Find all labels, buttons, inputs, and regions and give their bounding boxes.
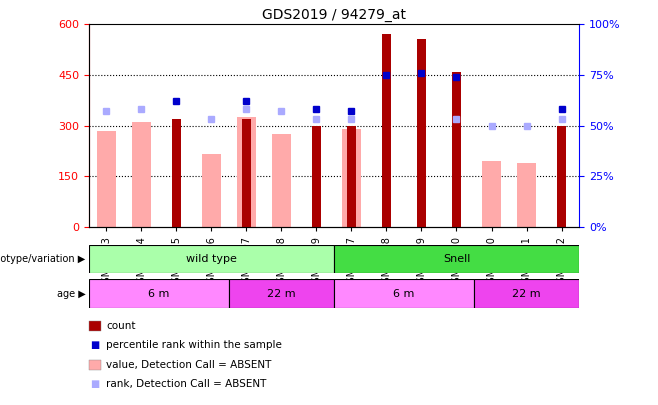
Bar [237,117,256,227]
Bar [482,161,501,227]
Bar [132,122,151,227]
Text: 22 m: 22 m [267,289,295,298]
Bar [382,34,391,227]
Bar [272,134,291,227]
Bar [474,279,579,308]
Title: GDS2019 / 94279_at: GDS2019 / 94279_at [262,8,406,22]
Bar [202,154,221,227]
Bar [312,126,321,227]
Text: count: count [106,321,136,331]
Bar [172,119,181,227]
Bar [242,119,251,227]
Text: rank, Detection Call = ABSENT: rank, Detection Call = ABSENT [106,379,266,389]
Text: 22 m: 22 m [512,289,541,298]
Text: genotype/variation ▶: genotype/variation ▶ [0,254,86,264]
Text: ■: ■ [90,379,99,389]
Text: age ▶: age ▶ [57,289,86,298]
Text: ■: ■ [90,341,99,350]
Bar [89,245,334,273]
Text: percentile rank within the sample: percentile rank within the sample [106,341,282,350]
Bar [347,126,356,227]
Bar [334,245,579,273]
Bar [557,126,566,227]
Text: 6 m: 6 m [393,289,415,298]
Bar [417,40,426,227]
Bar [89,279,229,308]
Bar [452,72,461,227]
Text: value, Detection Call = ABSENT: value, Detection Call = ABSENT [106,360,271,370]
Bar [342,129,361,227]
Text: Snell: Snell [443,254,470,264]
Bar [229,279,334,308]
Bar [97,130,116,227]
Bar [334,279,474,308]
Text: wild type: wild type [186,254,237,264]
Bar [517,163,536,227]
Text: 6 m: 6 m [148,289,170,298]
